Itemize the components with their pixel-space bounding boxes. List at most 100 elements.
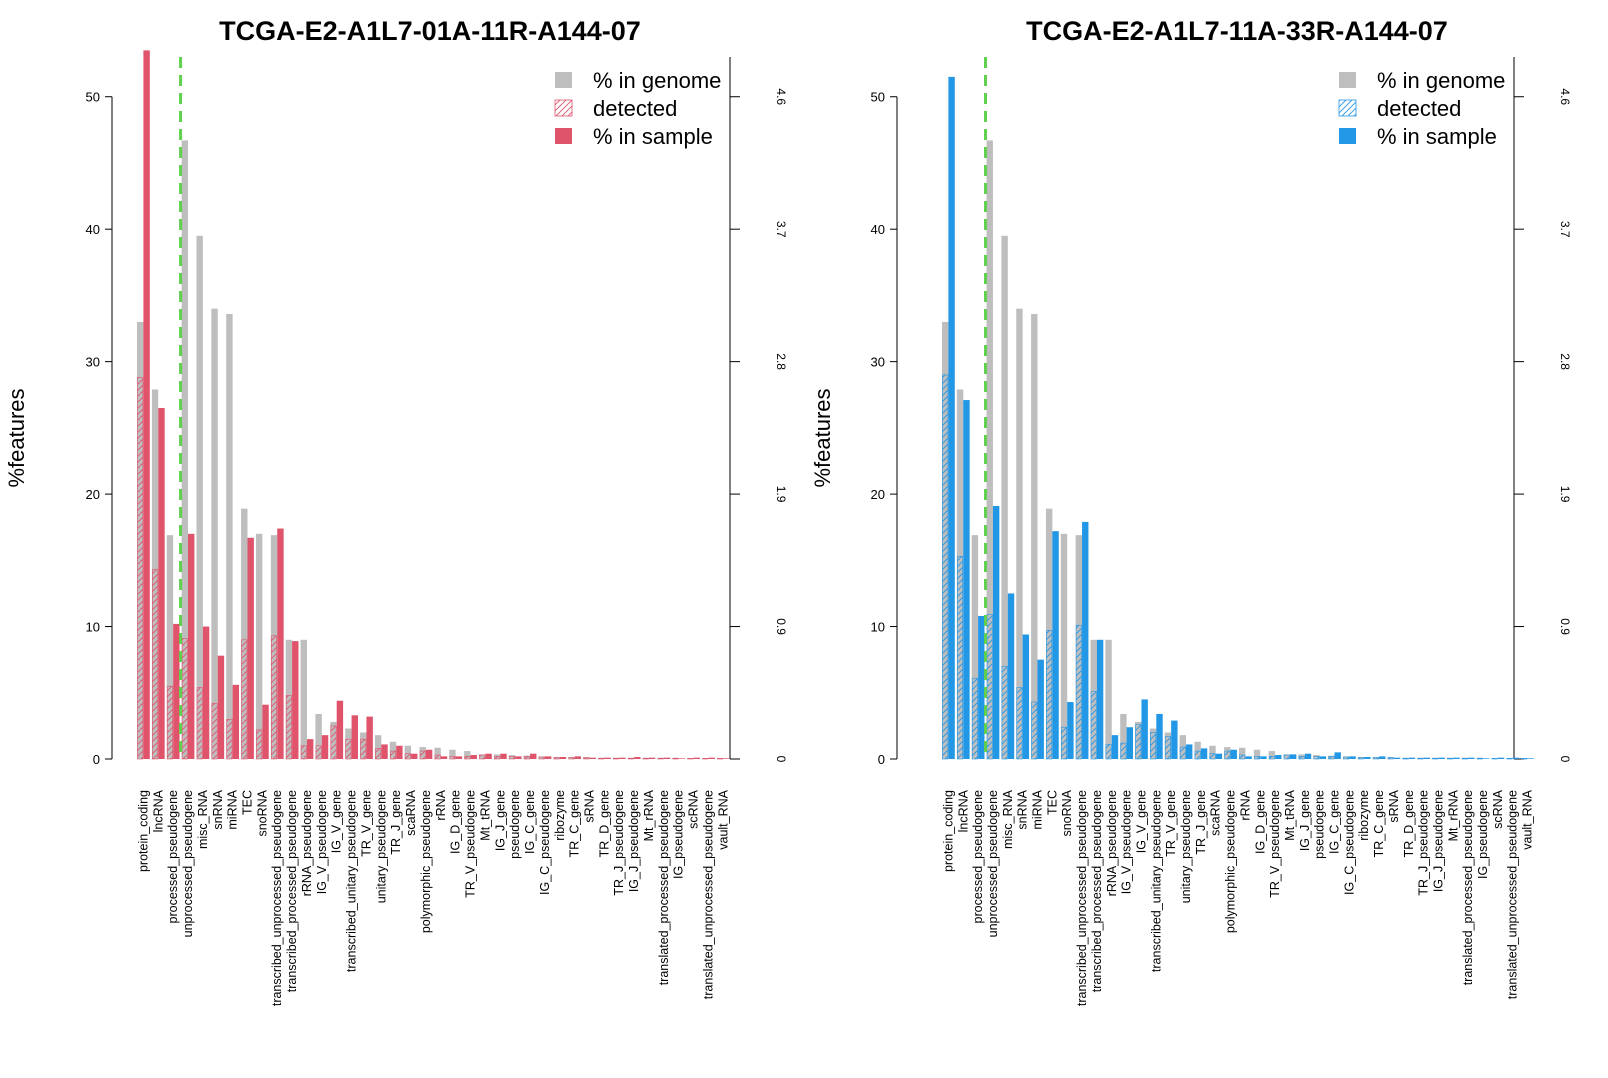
category-label: transcribed_unitary_pseudogene bbox=[345, 790, 359, 972]
category-label: transcribed_processed_pseudogene bbox=[285, 790, 299, 992]
bar-detected bbox=[1075, 624, 1082, 760]
bar-detected bbox=[1521, 758, 1528, 760]
category-label: transcribed_unprocessed_pseudogene bbox=[270, 790, 284, 1006]
bar-detected bbox=[300, 745, 307, 760]
bar-detected bbox=[1224, 750, 1231, 760]
bar-detected bbox=[1061, 726, 1068, 760]
bar-detected bbox=[717, 758, 724, 760]
category-label: unitary_pseudogene bbox=[374, 790, 388, 903]
category-label: translated_processed_pseudogene bbox=[657, 790, 671, 985]
bar-sample bbox=[559, 757, 567, 759]
bar-detected bbox=[271, 635, 278, 760]
bar-sample bbox=[1186, 744, 1193, 759]
category-label: snRNA bbox=[211, 789, 225, 829]
bar-sample bbox=[1037, 659, 1044, 759]
y-axis-label: %features bbox=[810, 388, 835, 487]
category-label: sRNA bbox=[583, 789, 597, 822]
bar-sample bbox=[381, 744, 388, 759]
bar-detected bbox=[1150, 732, 1157, 760]
category-label: protein_coding bbox=[941, 790, 955, 872]
bar-sample bbox=[247, 537, 254, 759]
y-axis-label: %features bbox=[4, 388, 29, 487]
bar-sample bbox=[1096, 639, 1104, 759]
category-label: TR_J_gene bbox=[389, 790, 403, 855]
category-label: scaRNA bbox=[1209, 789, 1223, 836]
bar-sample bbox=[1007, 593, 1015, 759]
bar-detected bbox=[345, 738, 352, 760]
category-label: snoRNA bbox=[1060, 789, 1074, 836]
bar-detected bbox=[702, 758, 709, 760]
right-tick-label: 4.6 bbox=[774, 88, 788, 105]
category-label: IG_V_pseudogene bbox=[1120, 790, 1134, 894]
bar-sample bbox=[663, 757, 671, 759]
bar-sample bbox=[440, 756, 448, 759]
bar-detected bbox=[1387, 757, 1394, 760]
bar-detected bbox=[657, 758, 664, 760]
bar-sample bbox=[1453, 757, 1460, 759]
bar-detected bbox=[553, 757, 560, 760]
bar-sample bbox=[589, 757, 596, 759]
bar-detected bbox=[613, 758, 620, 760]
legend-label: % in genome bbox=[593, 68, 721, 93]
bar-sample bbox=[648, 757, 656, 759]
category-label: miRNA bbox=[226, 789, 240, 829]
right-tick-label: 0.9 bbox=[1558, 618, 1572, 635]
category-label: rRNA_pseudogene bbox=[300, 790, 314, 896]
left-y-axis: 0 10 20 30 40 50 bbox=[871, 90, 898, 767]
bar-detected bbox=[1016, 687, 1023, 760]
right-tick-label: 2.8 bbox=[774, 353, 788, 370]
bar-detected bbox=[538, 756, 545, 760]
bar-sample bbox=[366, 716, 373, 759]
bar-sample bbox=[544, 756, 552, 759]
bar-sample bbox=[1230, 749, 1237, 759]
category-label: unitary_pseudogene bbox=[1179, 790, 1193, 903]
bar-sample bbox=[1156, 713, 1163, 759]
right-tick-label: 0.9 bbox=[774, 618, 788, 635]
bar-sample bbox=[948, 76, 955, 760]
legend-swatch bbox=[1339, 128, 1356, 144]
category-label: Mt_tRNA bbox=[1283, 789, 1297, 840]
bar-sample bbox=[292, 641, 299, 759]
bar-genome bbox=[1120, 713, 1127, 759]
bar-detected bbox=[1120, 742, 1127, 760]
bar-sample bbox=[978, 615, 985, 759]
right-chart-panel: TCGA-E2-A1L7-11A-33R-A144-07 %features 0 10… bbox=[810, 16, 1572, 1006]
left-chart-panel: TCGA-E2-A1L7-01A-11R-A144-07 %features 0 10… bbox=[4, 16, 788, 1006]
bar-sample bbox=[1200, 748, 1208, 759]
y-tick-label: 0 bbox=[878, 752, 885, 767]
bar-detected bbox=[1135, 724, 1142, 760]
category-label: TEC bbox=[1045, 790, 1059, 815]
bar-sample bbox=[574, 756, 582, 759]
bar-genome bbox=[211, 308, 218, 759]
bar-detected bbox=[1417, 758, 1424, 760]
bar-sample bbox=[1067, 702, 1074, 759]
bar-sample bbox=[530, 753, 537, 759]
bar-detected bbox=[1031, 701, 1038, 760]
bar-genome bbox=[1060, 533, 1068, 759]
category-label: IG_V_pseudogene bbox=[315, 790, 329, 894]
bar-detected bbox=[464, 756, 471, 760]
bar-genome bbox=[449, 749, 456, 759]
y-tick-label: 20 bbox=[86, 487, 100, 502]
category-label: sRNA bbox=[1387, 789, 1401, 822]
bar-detected bbox=[256, 729, 263, 760]
legend-swatch bbox=[1338, 99, 1357, 117]
bar-detected bbox=[315, 745, 322, 760]
bar-detected bbox=[241, 639, 248, 760]
category-label: ribozyme bbox=[553, 790, 567, 841]
bar-sample bbox=[1512, 757, 1520, 759]
bar-sample bbox=[188, 533, 195, 759]
bar-detected bbox=[508, 756, 515, 760]
bar-detected bbox=[494, 756, 501, 760]
bar-sample bbox=[1215, 753, 1223, 759]
bar-detected bbox=[211, 703, 218, 760]
bar-detected bbox=[1313, 756, 1320, 760]
bar-sample bbox=[262, 704, 269, 759]
category-label: TEC bbox=[240, 790, 254, 815]
bar-sample bbox=[1022, 634, 1030, 759]
bar-sample bbox=[336, 700, 344, 759]
category-label: IG_V_gene bbox=[330, 790, 344, 853]
bar-genome bbox=[1194, 741, 1201, 759]
category-label: unprocessed_pseudogene bbox=[986, 790, 1000, 937]
y-tick-label: 20 bbox=[871, 487, 885, 502]
